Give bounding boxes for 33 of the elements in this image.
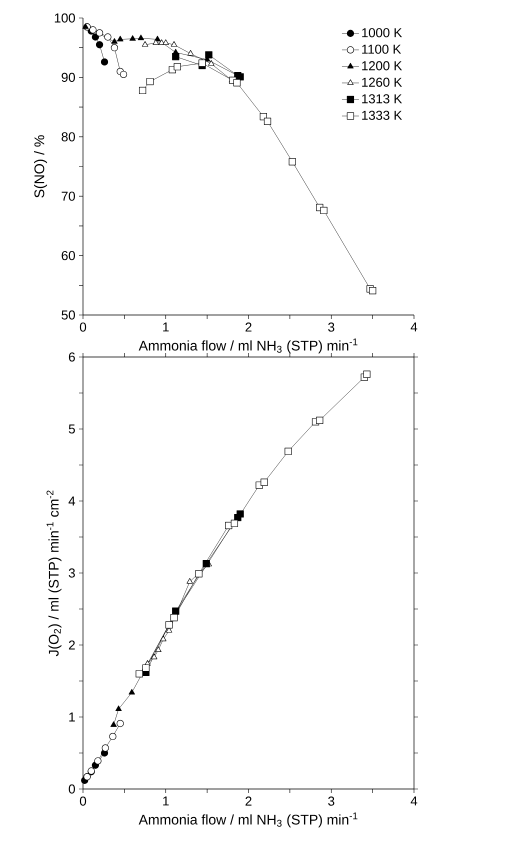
y-tick-label: 3 [68, 568, 75, 578]
y-tick-label: 2 [68, 640, 75, 650]
y-tick-label: 6 [68, 352, 75, 362]
legend-label: 1333 K [362, 110, 402, 120]
x-tick-label: 1 [163, 322, 169, 332]
y-tick-label: 4 [68, 496, 76, 506]
x-tick-label: 3 [328, 796, 334, 806]
x-tick-label: 2 [246, 322, 252, 332]
x-tick-label: 0 [80, 796, 86, 806]
y-axis-title: S(NO) / % [34, 135, 48, 198]
legend-label: 1313 K [362, 94, 402, 104]
y-tick-label: 80 [62, 132, 75, 142]
y-tick-label: 50 [62, 310, 75, 320]
y-tick-label: 1 [69, 712, 75, 722]
legend-label: 1200 K [362, 61, 402, 70]
y-tick-label: 90 [62, 72, 75, 82]
x-tick-label: 3 [328, 322, 334, 332]
y-tick-label: 60 [62, 251, 75, 260]
legend-label: 1000 K [362, 28, 402, 38]
y-tick-label: 100 [54, 13, 75, 23]
y-axis-title: J(O$_{2}$) / ml (STP) min$^{-1}$ cm$^{-2}$ [46, 490, 62, 656]
x-axis-title: Ammonia flow / ml NH$_{3}$ (STP) min$^{-1}$ [138, 338, 358, 354]
y-tick-label: 0 [68, 784, 75, 794]
y-tick-label: 70 [62, 192, 75, 201]
x-tick-label: 2 [246, 796, 252, 806]
legend-label: 1260 K [362, 78, 402, 87]
x-tick-label: 4 [410, 322, 418, 332]
x-axis-title: Ammonia flow / ml NH$_{3}$ (STP) min$^{-1}$ [138, 812, 358, 828]
x-tick-label: 1 [163, 796, 169, 806]
x-tick-label: 0 [80, 322, 86, 332]
y-tick-label: 5 [68, 424, 75, 434]
legend-label: 1100 K [362, 44, 402, 54]
x-tick-label: 4 [410, 796, 418, 806]
